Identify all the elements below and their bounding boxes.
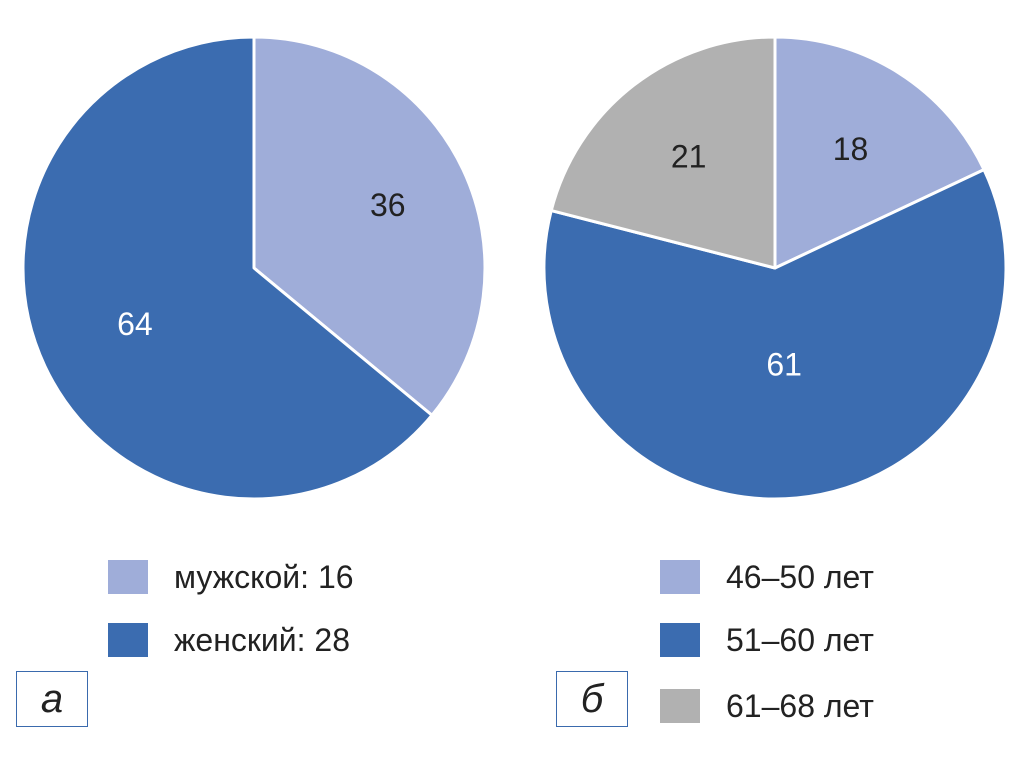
legend-swatch-female bbox=[108, 623, 148, 657]
pie-chart-a: 36 64 bbox=[21, 35, 487, 501]
legend-swatch-age-46-50 bbox=[660, 560, 700, 594]
slice-female-value-label: 64 bbox=[117, 306, 153, 342]
pie-chart-b: 18 61 21 bbox=[542, 35, 1008, 501]
legend-swatch-age-61-68 bbox=[660, 689, 700, 723]
legend-label-age-51-60: 51–60 лет bbox=[726, 622, 874, 658]
legend-swatch-age-51-60 bbox=[660, 623, 700, 657]
slice-age-46-50 bbox=[773, 35, 986, 270]
legend-item-age-61-68: 61–68 лет bbox=[660, 689, 874, 723]
legend-item-female: женский: 28 bbox=[108, 623, 350, 657]
slice-female bbox=[21, 35, 434, 501]
slice-age-51-60 bbox=[542, 168, 1008, 501]
slice-male-value-label: 36 bbox=[370, 187, 406, 223]
legend-item-age-51-60: 51–60 лет bbox=[660, 623, 874, 657]
slice-age-61-68 bbox=[549, 35, 777, 270]
legend-label-age-46-50: 46–50 лет bbox=[726, 559, 874, 595]
slice-age-46-50-value-label: 18 bbox=[833, 131, 869, 167]
panel-label-a: а bbox=[16, 671, 88, 727]
legend-item-male: мужской: 16 bbox=[108, 560, 354, 594]
slice-age-51-60-value-label: 61 bbox=[766, 347, 802, 383]
legend-label-male: мужской: 16 bbox=[174, 559, 354, 595]
slice-age-61-68-value-label: 21 bbox=[671, 139, 707, 175]
legend-label-age-61-68: 61–68 лет bbox=[726, 688, 874, 724]
legend-swatch-male bbox=[108, 560, 148, 594]
legend-label-female: женский: 28 bbox=[174, 622, 350, 658]
panel-label-b: б bbox=[556, 671, 628, 727]
slice-male bbox=[252, 35, 487, 417]
legend-item-age-46-50: 46–50 лет bbox=[660, 560, 874, 594]
